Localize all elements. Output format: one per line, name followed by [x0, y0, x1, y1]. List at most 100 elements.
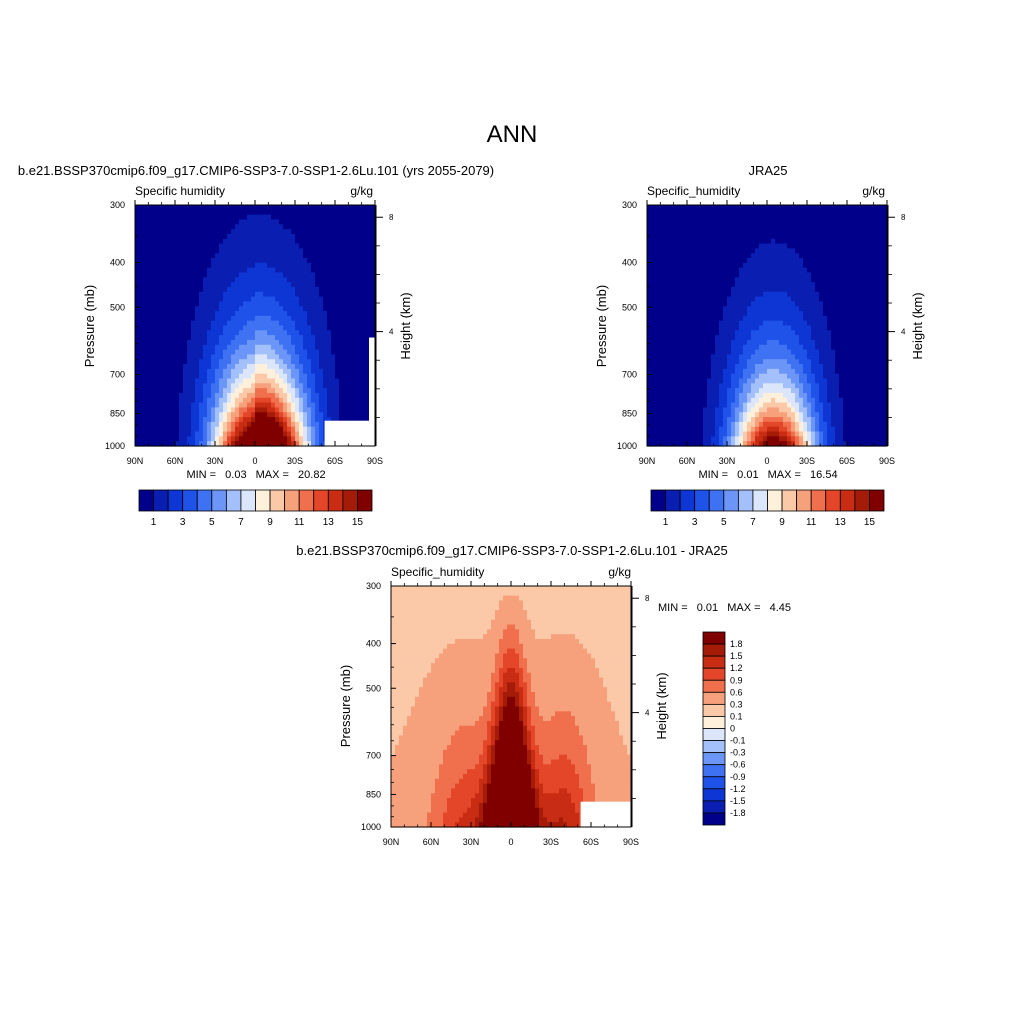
- contour-cell: [355, 248, 360, 254]
- contour-cell: [319, 397, 324, 404]
- contour-cell: [831, 277, 836, 283]
- contour-cell: [151, 320, 156, 327]
- contour-cell: [315, 426, 320, 433]
- contour-cell: [327, 417, 332, 423]
- contour-cell: [183, 392, 188, 399]
- contour-cell: [259, 412, 264, 418]
- contour-cell: [191, 291, 196, 298]
- contour-cell: [647, 306, 652, 312]
- contour-cell: [195, 402, 200, 409]
- contour-cell: [807, 286, 812, 293]
- contour-cell: [239, 320, 244, 327]
- contour-cell: [819, 325, 824, 331]
- contour-cell: [239, 248, 244, 254]
- contour-cell: [683, 325, 688, 331]
- contour-cell: [147, 436, 152, 442]
- contour-cell: [195, 368, 200, 375]
- contour-cell: [135, 349, 140, 356]
- contour-cell: [695, 238, 700, 245]
- contour-cell: [359, 301, 364, 307]
- contour-cell: [259, 325, 264, 331]
- contour-cell: [687, 301, 692, 307]
- contour-cell: [359, 388, 364, 394]
- contour-cell: [231, 224, 236, 230]
- contour-cell: [691, 286, 696, 293]
- contour-cell: [243, 383, 248, 389]
- contour-cell: [691, 238, 696, 245]
- contour-cell: [695, 209, 700, 216]
- contour-cell: [831, 296, 836, 302]
- contour-cell: [275, 267, 280, 274]
- contour-cell: [355, 306, 360, 312]
- contour-cell: [207, 301, 212, 307]
- contour-cell: [231, 388, 236, 394]
- contour-cell: [755, 277, 760, 283]
- contour-cell: [767, 267, 772, 274]
- contour-cell: [191, 238, 196, 245]
- contour-cell: [271, 412, 276, 418]
- contour-cell: [307, 229, 312, 235]
- contour-cell: [335, 378, 340, 384]
- contour-cell: [771, 315, 776, 322]
- contour-cell: [259, 301, 264, 307]
- contour-cell: [163, 243, 168, 249]
- contour-cell: [303, 412, 308, 418]
- contour-cell: [235, 258, 240, 264]
- contour-cell: [267, 277, 272, 283]
- contour-cell: [683, 282, 688, 288]
- contour-cell: [663, 301, 668, 307]
- contour-cell: [167, 286, 172, 293]
- contour-cell: [171, 330, 176, 336]
- contour-cell: [811, 306, 816, 312]
- contour-cell: [667, 229, 672, 235]
- contour-cell: [735, 344, 740, 351]
- contour-cell: [727, 224, 732, 230]
- contour-cell: [207, 412, 212, 418]
- contour-cell: [235, 296, 240, 302]
- contour-cell: [655, 209, 660, 216]
- contour-cell: [719, 258, 724, 264]
- contour-cell: [311, 383, 316, 389]
- contour-cell: [655, 219, 660, 225]
- contour-cell: [239, 301, 244, 307]
- contour-cell: [247, 325, 252, 331]
- contour-cell: [771, 325, 776, 331]
- contour-cell: [199, 214, 204, 221]
- contour-cell: [295, 407, 300, 413]
- contour-cell: [843, 262, 848, 269]
- contour-cell: [311, 412, 316, 418]
- contour-cell: [259, 282, 264, 288]
- contour-cell: [859, 320, 864, 327]
- contour-cell: [335, 306, 340, 312]
- contour-cell: [227, 349, 232, 356]
- contour-cell: [219, 431, 224, 437]
- contour-cell: [199, 205, 204, 211]
- contour-cell: [311, 436, 316, 442]
- contour-cell: [651, 233, 656, 240]
- contour-cell: [875, 253, 880, 259]
- contour-cell: [339, 306, 344, 312]
- contour-cell: [851, 233, 856, 240]
- contour-cell: [147, 325, 152, 331]
- contour-cell: [295, 436, 300, 442]
- contour-cell: [163, 330, 168, 336]
- contour-cell: [759, 224, 764, 230]
- contour-cell: [223, 378, 228, 384]
- contour-cell: [287, 248, 292, 254]
- contour-cell: [211, 349, 216, 356]
- contour-cell: [359, 248, 364, 254]
- contour-cell: [715, 335, 720, 341]
- contour-cell: [791, 248, 796, 254]
- contour-cell: [843, 291, 848, 298]
- contour-cell: [719, 286, 724, 293]
- contour-cell: [191, 436, 196, 442]
- contour-cell: [319, 291, 324, 298]
- contour-cell: [291, 426, 296, 433]
- contour-cell: [647, 233, 652, 240]
- contour-cell: [687, 335, 692, 341]
- contour-cell: [271, 397, 276, 404]
- contour-cell: [219, 373, 224, 380]
- contour-cell: [287, 291, 292, 298]
- contour-cell: [779, 224, 784, 230]
- contour-cell: [355, 373, 360, 380]
